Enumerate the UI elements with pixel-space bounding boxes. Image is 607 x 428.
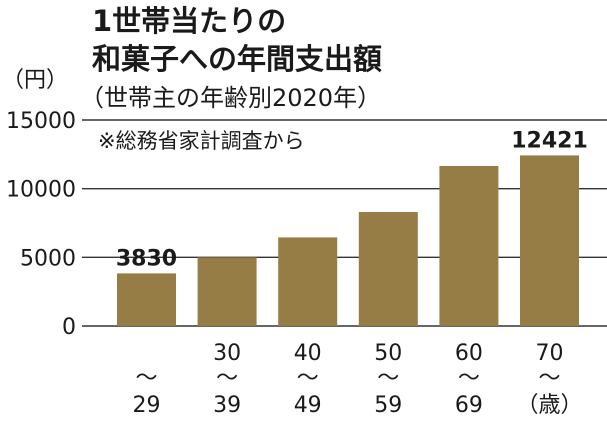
y-tick-label: 15000 xyxy=(6,109,76,134)
bars xyxy=(117,155,579,326)
chart-unit: （円） xyxy=(2,68,68,93)
bar xyxy=(197,257,257,326)
chart-title-line-1: 1世帯当たりの xyxy=(92,4,286,38)
chart-title-line-2: 和菓子への年間支出額 xyxy=(92,42,382,76)
data-label: 12421 xyxy=(511,128,588,153)
x-category-label: 39 xyxy=(213,393,241,418)
data-label: 3830 xyxy=(116,246,177,271)
x-category-label: 〜 xyxy=(538,366,560,391)
bar xyxy=(520,155,579,326)
x-category-label: 30 xyxy=(213,341,241,366)
x-category-label: 50 xyxy=(374,341,402,366)
x-category-label: 69 xyxy=(455,393,483,418)
bar xyxy=(117,273,176,326)
x-category-label: 70 xyxy=(536,341,564,366)
bar xyxy=(358,212,418,326)
x-category-label: 〜 xyxy=(297,366,319,391)
data-labels: 3830 12421 xyxy=(116,128,588,271)
bar xyxy=(439,166,499,326)
y-axis-ticks: 15000 10000 5000 0 xyxy=(6,109,76,340)
x-category-label: 60 xyxy=(455,341,483,366)
x-category-label: 〜 xyxy=(135,366,157,391)
chart-note: ※総務省家計調査から xyxy=(98,129,305,153)
y-tick-label: 10000 xyxy=(6,178,76,203)
x-category-label: 〜 xyxy=(458,366,480,391)
bar xyxy=(278,237,338,326)
chart-subtitle: （世帯主の年齢別2020年） xyxy=(80,84,381,112)
x-category-label: （歳） xyxy=(516,393,582,418)
x-category-label: 40 xyxy=(294,341,322,366)
x-category-label: 29 xyxy=(133,393,161,418)
x-category-label: 〜 xyxy=(216,366,238,391)
y-tick-label: 0 xyxy=(62,315,76,340)
x-category-label: 49 xyxy=(294,393,322,418)
y-tick-label: 5000 xyxy=(20,246,76,271)
x-category-label: 59 xyxy=(374,393,402,418)
x-category-label: 〜 xyxy=(377,366,399,391)
